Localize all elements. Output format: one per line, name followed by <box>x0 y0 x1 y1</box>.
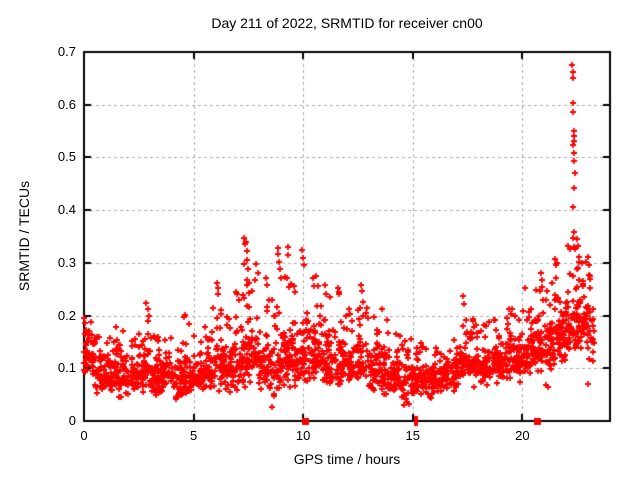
y-tick-label: 0.1 <box>57 360 76 376</box>
y-axis-label: SRMTID / TECUs <box>16 180 32 292</box>
x-axis-label: GPS time / hours <box>293 451 401 467</box>
chart-title: Day 211 of 2022, SRMTID for receiver cn0… <box>211 15 483 31</box>
x-tick-label: 0 <box>80 428 88 443</box>
x-tick-label: 10 <box>295 428 311 443</box>
y-tick-label: 0.6 <box>57 96 76 112</box>
y-tick-label: 0.4 <box>57 202 76 218</box>
y-tick-label: 0.2 <box>57 307 76 323</box>
y-tick-label: 0.3 <box>57 254 76 270</box>
y-tick-label: 0.5 <box>57 149 76 165</box>
y-tick-label: 0 <box>68 413 76 428</box>
x-tick-label: 20 <box>515 428 530 443</box>
x-tick-label: 5 <box>189 428 198 443</box>
y-tick-label: 0.7 <box>57 44 76 59</box>
x-tick-label: 15 <box>405 428 420 443</box>
